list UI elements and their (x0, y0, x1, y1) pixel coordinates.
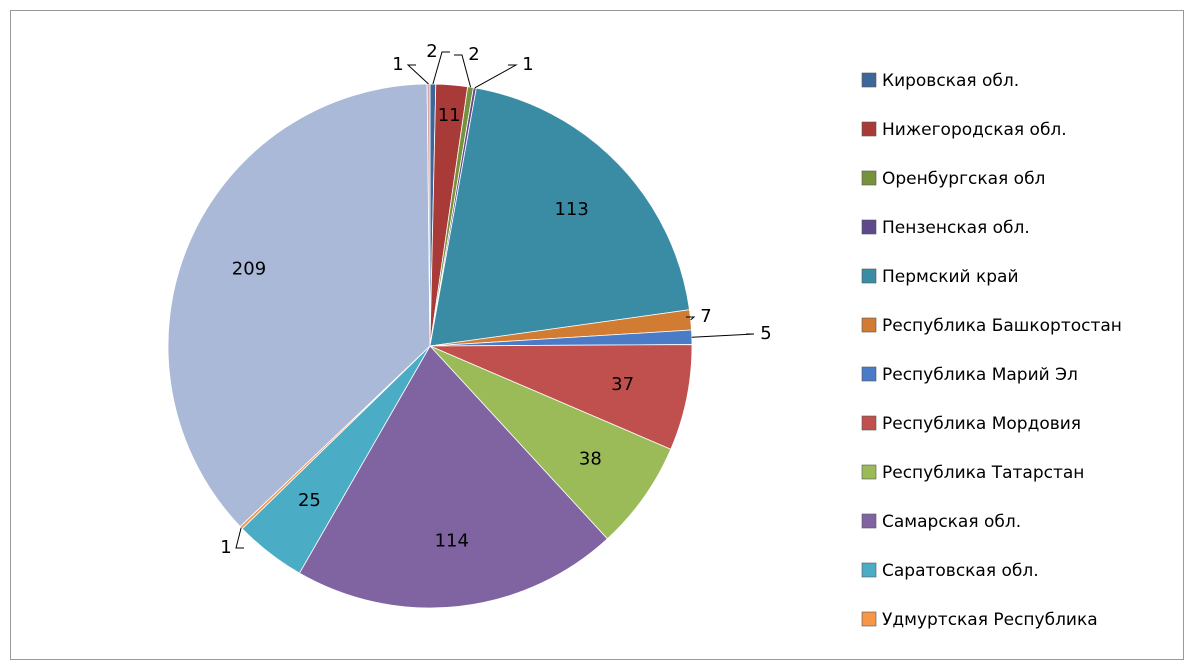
pie-slice (167, 83, 431, 528)
legend-swatch (861, 611, 877, 627)
data-label: 113 (554, 199, 588, 220)
legend-label: Республика Татарстан (882, 463, 1084, 483)
data-label: 1 (522, 54, 533, 75)
legend-swatch (861, 562, 877, 578)
legend-label: Пермский край (882, 267, 1019, 287)
legend-label: Кировская обл. (882, 71, 1019, 91)
legend-label: Республика Башкортостан (882, 316, 1122, 336)
data-label: 38 (579, 449, 602, 470)
data-label: 11 (438, 105, 461, 126)
pie (167, 83, 693, 609)
legend-swatch (861, 317, 877, 333)
legend-swatch (861, 219, 877, 235)
data-label: 7 (700, 306, 711, 327)
data-label: 25 (298, 490, 321, 511)
legend-label: Самарская обл. (882, 512, 1021, 532)
leader-line (691, 333, 755, 338)
data-label: 2 (426, 41, 437, 62)
data-label: 209 (232, 259, 266, 280)
data-label: 1 (220, 537, 231, 558)
leader-line (406, 64, 429, 85)
legend-swatch (861, 170, 877, 186)
legend: Кировская обл. Нижегородская обл. Оренбург… (861, 71, 1122, 630)
legend-label: Оренбургская обл (882, 169, 1045, 189)
pie-slice (429, 87, 690, 347)
data-label: 2 (468, 44, 479, 65)
legend-swatch (861, 464, 877, 480)
leader-line (432, 51, 450, 85)
legend-swatch (861, 121, 877, 137)
leader-line (474, 64, 518, 89)
data-label: 37 (611, 374, 634, 395)
legend-label: Нижегородская обл. (882, 120, 1067, 140)
legend-swatch (861, 513, 877, 529)
legend-swatch (861, 415, 877, 431)
data-label: 1 (392, 54, 403, 75)
data-label: 114 (435, 530, 469, 551)
leader-line (686, 316, 696, 321)
legend-label: Удмуртская Республика (882, 610, 1098, 630)
pie-slice (426, 83, 431, 347)
legend-swatch (861, 268, 877, 284)
legend-swatch (861, 72, 877, 88)
legend-label: Пензенская обл. (882, 218, 1030, 238)
leader-line (454, 54, 472, 88)
pie-slice (298, 345, 608, 609)
pie-slice (429, 345, 672, 540)
leader-line (235, 527, 244, 549)
legend-swatch (861, 366, 877, 382)
data-label: 5 (760, 323, 771, 344)
legend-label: Саратовская обл. (882, 561, 1039, 581)
legend-label: Республика Марий Эл (882, 365, 1078, 385)
legend-label: Республика Мордовия (882, 414, 1081, 434)
